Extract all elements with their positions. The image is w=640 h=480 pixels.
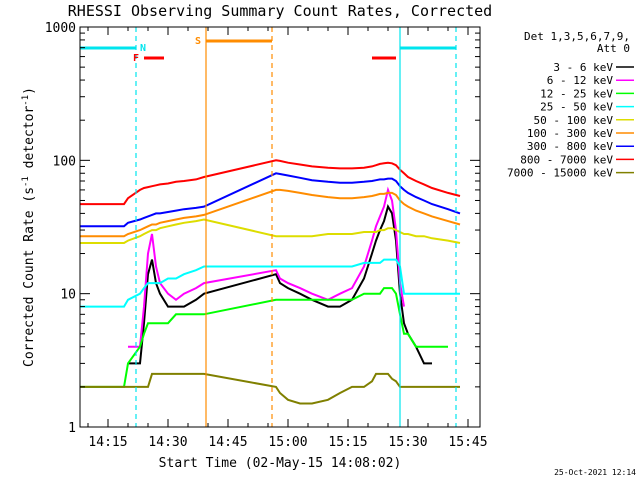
plot-area (80, 27, 461, 427)
chart-title: RHESSI Observing Summary Count Rates, Co… (68, 2, 492, 20)
y-tick-label-1: 10 (60, 288, 76, 303)
legend-label-5: 100 - 300 keV (527, 127, 613, 140)
series-line-7 (80, 159, 461, 206)
legend-label-2: 12 - 25 keV (540, 87, 613, 100)
legend-label-1: 6 - 12 keV (547, 74, 614, 87)
plot-frame (79, 26, 481, 428)
legend-label-4: 50 - 100 keV (534, 114, 614, 127)
legend-header-line2: Att 0 (597, 42, 630, 55)
y-axis-label-sup1: -1 (21, 176, 31, 187)
legend-header-line1: Det 1,3,5,6,7,9, (524, 30, 630, 43)
y-tick-label-0: 1 (68, 421, 76, 436)
series-line-8 (80, 372, 460, 405)
night-flag-label: N (140, 43, 146, 54)
series-line-3 (80, 258, 460, 308)
series-line-4 (80, 218, 461, 244)
series-line-1 (128, 186, 405, 348)
y-axis: 1 10 100 1000 (45, 21, 480, 436)
legend-label-3: 25 - 50 keV (540, 101, 613, 114)
y-axis-label-sup2: -1 (21, 95, 31, 106)
legend-label-0: 3 - 6 keV (553, 61, 613, 74)
y-axis-label-mid: detector (22, 106, 37, 177)
y-axis-label-main: Corrected Count Rate (s (22, 187, 37, 367)
legend-label-6: 300 - 800 keV (527, 140, 613, 153)
legend-label-7: 800 - 7000 keV (520, 153, 613, 166)
series-line-0 (128, 204, 432, 365)
x-tick-label-4: 15:15 (328, 435, 367, 450)
y-axis-label: Corrected Count Rate (s-1 detector-1) (21, 87, 37, 367)
x-axis: 14:15 14:30 14:45 15:00 15:15 15:30 15:45 (87, 27, 488, 450)
y-axis-label-end: ) (22, 87, 37, 95)
y-tick-label-2: 100 (53, 154, 76, 169)
legend-label-8: 7000 - 15000 keV (507, 167, 613, 180)
x-tick-label-5: 15:30 (388, 435, 427, 450)
flare-flag-label: F (133, 53, 139, 64)
x-tick-label-1: 14:30 (148, 435, 187, 450)
x-tick-label-0: 14:15 (88, 435, 127, 450)
series-line-6 (80, 172, 461, 228)
x-tick-label-3: 15:00 (268, 435, 307, 450)
x-axis-label: Start Time (02-May-15 14:08:02) (159, 456, 402, 471)
y-tick-label-3: 1000 (45, 21, 76, 36)
x-tick-label-2: 14:45 (208, 435, 247, 450)
series-line-5 (80, 188, 461, 238)
series-line-2 (80, 287, 448, 388)
timestamp: 25-Oct-2021 12:14 (554, 468, 636, 477)
x-tick-label-6: 15:45 (448, 435, 487, 450)
saa-flag-label: S (195, 36, 201, 47)
